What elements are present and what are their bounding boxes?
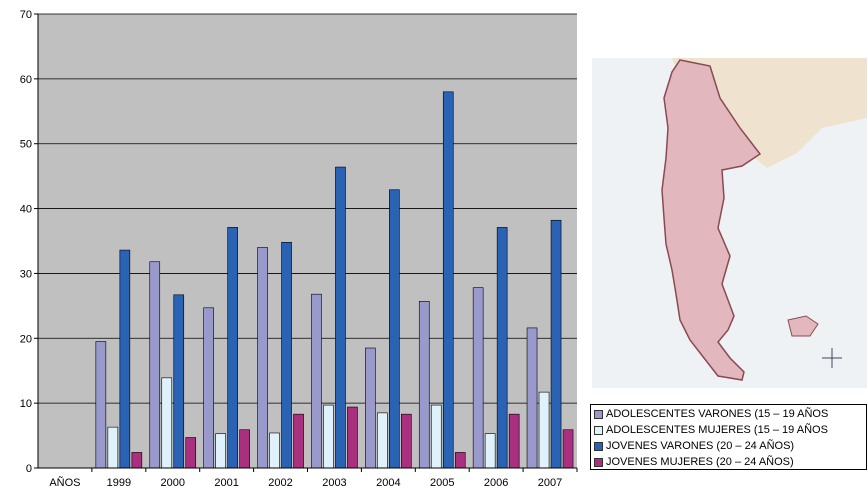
- x-tick-label: 2007: [538, 477, 562, 489]
- bar-series-1-2007: [526, 327, 538, 469]
- bar-series-2-2007: [538, 391, 550, 469]
- y-tick-label: 50: [20, 139, 32, 151]
- y-tick-label: 20: [20, 333, 32, 345]
- map-compass-icon: [822, 348, 842, 368]
- y-axis-ticks: 0 10 20 30 40 50 60 70: [20, 9, 38, 475]
- x-axis-ticks: AÑOS 1999 2000 2001 2002 2003 2004 2005 2006 2007: [49, 468, 578, 489]
- legend-item: ADOLESCENTES VARONES (15 – 19 AÑOS: [594, 406, 863, 422]
- legend-swatch: [594, 409, 603, 419]
- bar-series-4-2000: [185, 437, 197, 469]
- bar-series-4-2004: [401, 413, 412, 469]
- bar-series-1-2004: [365, 347, 376, 469]
- bar-series-4-2003: [347, 406, 358, 469]
- legend-swatch: [594, 425, 603, 435]
- bar-series-1-1999: [95, 341, 107, 469]
- legend-swatch: [594, 441, 603, 451]
- x-tick-label: 2005: [430, 477, 454, 489]
- bar-series-2-2003: [323, 404, 334, 469]
- y-tick-label: 10: [20, 398, 32, 410]
- x-tick-label: 2004: [376, 477, 400, 489]
- x-tick-label: 2000: [161, 477, 185, 489]
- bar-series-1-2005: [418, 301, 430, 469]
- y-tick-label: 60: [20, 74, 32, 86]
- map-neighbor-land: [672, 58, 867, 168]
- bar-series-2-2006: [484, 433, 496, 469]
- bar-series-2-1999: [107, 426, 119, 469]
- bar-series-2-2001: [215, 433, 226, 469]
- bar-series-3-2004: [389, 189, 400, 469]
- bar-series-4-2006: [508, 413, 520, 469]
- patagonia-map-image: [592, 58, 867, 388]
- bar-series-1-2000: [149, 261, 161, 469]
- legend-label: ADOLESCENTES MUJERES (15 – 19 AÑOS: [606, 424, 828, 436]
- bar-series-4-2005: [454, 452, 466, 469]
- plot-area: [38, 14, 577, 468]
- y-tick-label: 40: [20, 204, 32, 216]
- x-tick-label: 2006: [484, 477, 508, 489]
- x-tick-label: 2001: [214, 477, 238, 489]
- bar-series-3-1999: [119, 249, 131, 469]
- x-axis-label: AÑOS: [49, 476, 80, 489]
- chart-legend: ADOLESCENTES VARONES (15 – 19 AÑOS ADOLES…: [590, 404, 867, 470]
- bar-series-3-2005: [442, 91, 454, 469]
- bar-series-3-2002: [281, 241, 292, 469]
- bar-series-3-2001: [227, 227, 238, 469]
- bar-series-3-2003: [335, 166, 346, 469]
- legend-label: JOVENES MUJERES (20 – 24 AÑOS): [606, 456, 794, 468]
- x-tick-label: 2002: [268, 477, 292, 489]
- bar-series-1-2001: [203, 307, 214, 469]
- legend-swatch: [594, 457, 603, 467]
- legend-label: ADOLESCENTES VARONES (15 – 19 AÑOS: [606, 408, 829, 420]
- y-tick-label: 70: [20, 9, 32, 21]
- y-tick-label: 30: [20, 268, 32, 280]
- map-region-shape: [661, 59, 762, 381]
- y-tick-label: 0: [26, 463, 32, 475]
- bar-series-4-2001: [239, 429, 250, 469]
- legend-label: JOVENES VARONES (20 – 24 AÑOS): [606, 440, 795, 452]
- bar-series-2-2004: [377, 412, 388, 469]
- bar-series-4-2002: [293, 413, 304, 469]
- bar-series-1-2006: [472, 287, 484, 469]
- bar-series-3-2000: [173, 294, 185, 469]
- bar-series-4-1999: [131, 452, 143, 469]
- bars: [95, 91, 574, 469]
- legend-item: ADOLESCENTES MUJERES (15 – 19 AÑOS: [594, 422, 863, 438]
- legend-item: JOVENES VARONES (20 – 24 AÑOS): [594, 438, 863, 454]
- bar-series-1-2003: [311, 293, 322, 469]
- map-island: [787, 315, 819, 337]
- bar-series-3-2006: [496, 227, 508, 469]
- x-tick-label: 2003: [322, 477, 346, 489]
- x-tick-label: 1999: [107, 477, 131, 489]
- bar-series-2-2002: [269, 432, 280, 469]
- bar-series-2-2005: [430, 404, 442, 469]
- legend-item: JOVENES MUJERES (20 – 24 AÑOS): [594, 454, 863, 469]
- bar-series-2-2000: [161, 377, 173, 469]
- bar-series-4-2007: [562, 429, 574, 469]
- bar-series-3-2007: [550, 219, 562, 469]
- bar-series-1-2002: [257, 247, 268, 469]
